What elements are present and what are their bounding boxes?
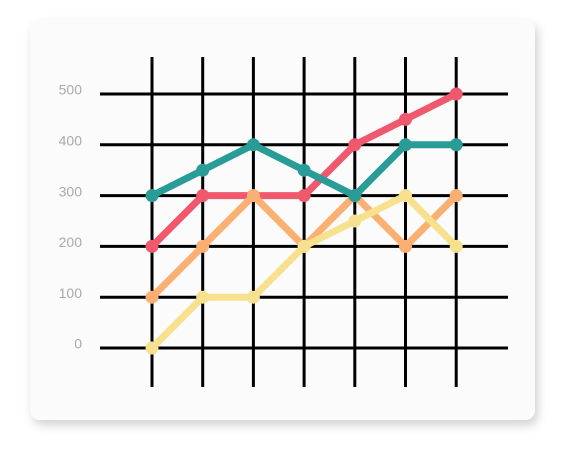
y-tick-label: 0 xyxy=(74,336,82,352)
point xyxy=(348,214,362,228)
point xyxy=(196,290,210,304)
point xyxy=(196,239,210,253)
point xyxy=(145,189,159,203)
point xyxy=(196,189,210,203)
point xyxy=(449,239,463,253)
point xyxy=(348,189,362,203)
y-tick-label: 400 xyxy=(59,133,83,149)
y-tick-label: 300 xyxy=(59,183,83,199)
point xyxy=(399,189,412,203)
point xyxy=(145,341,159,355)
point xyxy=(399,239,412,253)
y-tick-label: 500 xyxy=(59,82,83,98)
point xyxy=(399,138,412,152)
point xyxy=(196,163,210,177)
point xyxy=(297,163,311,177)
point xyxy=(449,87,463,101)
point xyxy=(449,138,463,152)
point xyxy=(246,138,260,152)
point xyxy=(246,290,260,304)
point xyxy=(297,239,311,253)
point xyxy=(348,138,362,152)
point xyxy=(399,112,412,126)
point xyxy=(145,239,159,253)
y-tick-label: 100 xyxy=(59,285,83,301)
y-tick-label: 200 xyxy=(59,234,83,250)
point xyxy=(449,189,463,203)
point xyxy=(297,189,311,203)
point xyxy=(246,189,260,203)
point xyxy=(145,290,159,304)
